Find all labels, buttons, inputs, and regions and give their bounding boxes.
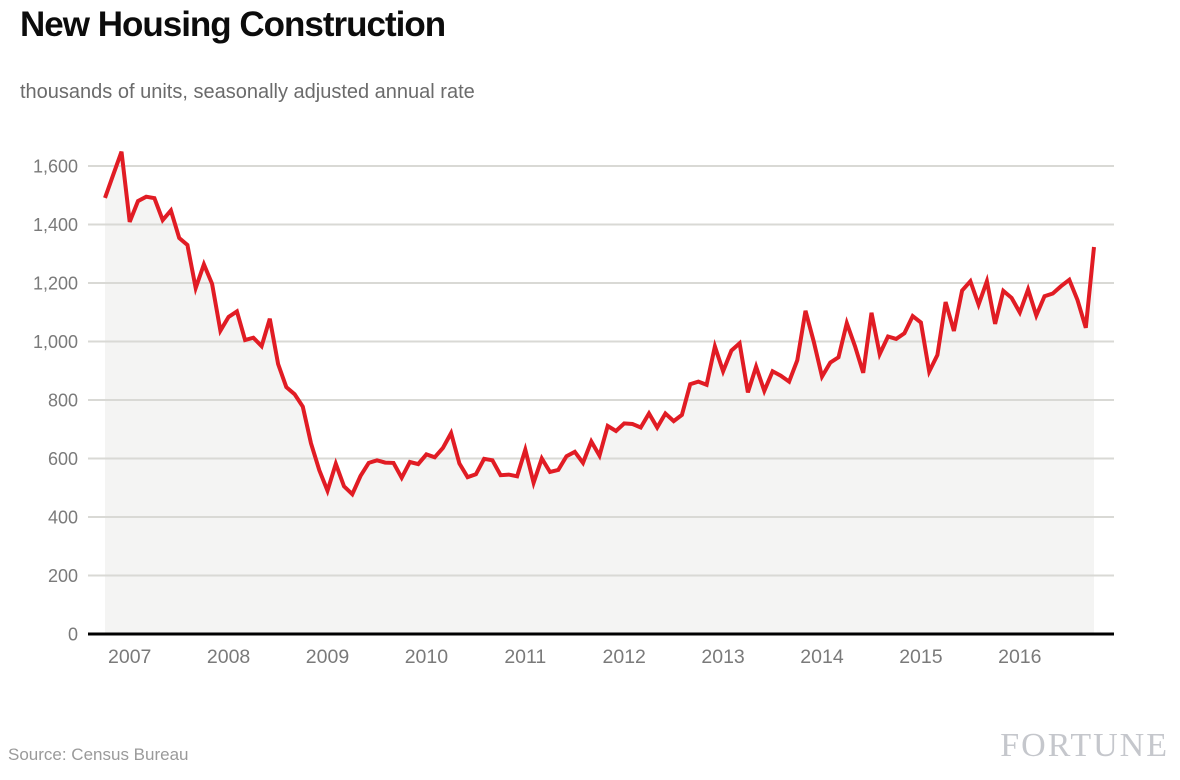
x-tick-label: 2007 — [108, 646, 151, 668]
x-axis-labels: 2007 2008 2009 2010 2011 2012 2013 2014 2015 2016 — [108, 646, 1041, 668]
source-note: Source: Census Bureau — [8, 745, 189, 764]
chart-subtitle: thousands of units, seasonally adjusted … — [20, 81, 475, 103]
y-gridlines — [88, 165, 1114, 577]
y-tick-label: 600 — [48, 449, 78, 469]
y-tick-label: 800 — [48, 391, 78, 411]
area-fill — [105, 151, 1094, 634]
y-tick-label: 1,600 — [33, 157, 78, 177]
y-tick-label: 1,400 — [33, 215, 78, 235]
x-tick-label: 2015 — [899, 646, 943, 668]
x-tick-label: 2010 — [405, 646, 449, 668]
y-tick-label: 1,200 — [33, 274, 78, 294]
x-tick-label: 2014 — [800, 646, 844, 668]
x-tick-label: 2013 — [701, 646, 744, 668]
x-tick-label: 2008 — [207, 646, 250, 668]
page-title: New Housing Construction — [20, 5, 446, 44]
y-axis-labels: 0 200 400 600 800 1,000 1,200 1,400 1,600 — [33, 157, 78, 645]
fortune-logo: FORTUNE — [1000, 727, 1169, 764]
y-tick-label: 400 — [48, 508, 78, 528]
y-tick-label: 0 — [68, 625, 78, 645]
x-tick-label: 2011 — [504, 646, 546, 668]
x-tick-label: 2016 — [998, 646, 1041, 668]
x-tick-label: 2009 — [306, 646, 349, 668]
y-tick-label: 1,000 — [33, 332, 78, 352]
y-tick-label: 200 — [48, 566, 78, 586]
housing-starts-line — [103, 151, 1096, 498]
x-tick-label: 2012 — [603, 646, 646, 668]
